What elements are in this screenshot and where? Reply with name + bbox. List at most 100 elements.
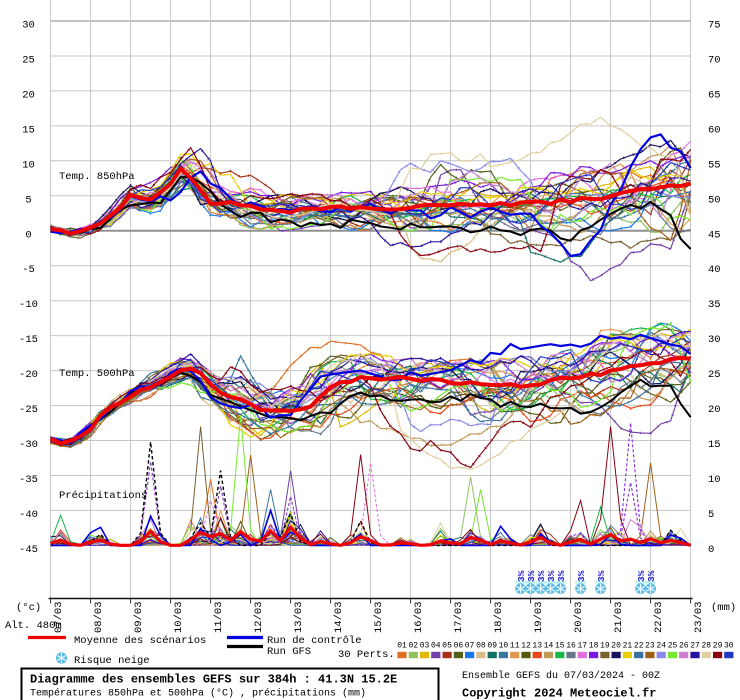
svg-text:15/03: 15/03 — [373, 601, 385, 633]
svg-text:-45: -45 — [19, 544, 38, 556]
svg-text:07/03: 07/03 — [53, 601, 65, 633]
svg-text:-40: -40 — [19, 509, 38, 521]
svg-text:55: 55 — [708, 159, 721, 171]
svg-text:19/03: 19/03 — [533, 601, 545, 633]
svg-text:5: 5 — [25, 194, 31, 206]
svg-text:20: 20 — [22, 89, 35, 101]
svg-text:Moyenne des scénarios: Moyenne des scénarios — [74, 635, 206, 647]
svg-text:-20: -20 — [19, 369, 38, 381]
svg-text:10: 10 — [499, 642, 509, 651]
svg-text:-25: -25 — [19, 404, 38, 416]
svg-text:22/03: 22/03 — [653, 601, 665, 633]
svg-text:18: 18 — [589, 642, 599, 651]
svg-text:3%: 3% — [556, 570, 567, 582]
svg-text:05: 05 — [442, 642, 452, 651]
svg-text:25: 25 — [708, 369, 721, 381]
svg-text:-15: -15 — [19, 334, 38, 346]
svg-text:10: 10 — [22, 159, 35, 171]
svg-text:22: 22 — [634, 642, 644, 651]
svg-text:Précipitations: Précipitations — [59, 490, 147, 502]
svg-text:28: 28 — [701, 642, 711, 651]
svg-text:0: 0 — [25, 229, 31, 241]
svg-text:19: 19 — [600, 642, 610, 651]
svg-text:12: 12 — [521, 642, 531, 651]
svg-text:3%: 3% — [546, 570, 557, 582]
svg-text:50: 50 — [708, 194, 721, 206]
svg-text:20: 20 — [611, 642, 621, 651]
svg-text:30: 30 — [724, 642, 734, 651]
svg-text:65: 65 — [708, 89, 721, 101]
svg-text:04: 04 — [431, 642, 441, 651]
svg-text:Risque neige: Risque neige — [74, 655, 150, 667]
svg-text:30: 30 — [708, 334, 721, 346]
svg-text:75: 75 — [708, 20, 721, 32]
svg-text:-10: -10 — [19, 299, 38, 311]
svg-text:29: 29 — [713, 642, 723, 651]
svg-text:10/03: 10/03 — [173, 601, 185, 633]
svg-text:40: 40 — [708, 264, 721, 276]
svg-text:21: 21 — [623, 642, 633, 651]
svg-text:02: 02 — [408, 642, 418, 651]
svg-text:60: 60 — [708, 124, 721, 136]
svg-text:23/03: 23/03 — [693, 601, 705, 633]
svg-text:10: 10 — [708, 474, 721, 486]
svg-text:01: 01 — [397, 642, 407, 651]
svg-text:17: 17 — [577, 642, 587, 651]
svg-text:3%: 3% — [536, 570, 547, 582]
svg-text:15: 15 — [22, 124, 35, 136]
svg-text:35: 35 — [708, 299, 721, 311]
svg-text:25: 25 — [22, 55, 35, 67]
svg-text:03: 03 — [420, 642, 430, 651]
svg-text:Run de contrôle: Run de contrôle — [267, 635, 362, 647]
svg-text:24: 24 — [656, 642, 666, 651]
svg-text:Temp. 850hPa: Temp. 850hPa — [59, 171, 135, 183]
svg-text:(mm): (mm) — [711, 602, 736, 614]
svg-text:06: 06 — [454, 642, 464, 651]
svg-text:3%: 3% — [576, 570, 587, 582]
svg-text:14/03: 14/03 — [333, 601, 345, 633]
svg-text:14: 14 — [544, 642, 554, 651]
svg-text:(°c): (°c) — [16, 602, 41, 614]
svg-text:Temp. 500hPa: Temp. 500hPa — [59, 368, 135, 380]
svg-text:3%: 3% — [516, 570, 527, 582]
svg-text:16: 16 — [566, 642, 576, 651]
svg-text:23: 23 — [645, 642, 655, 651]
svg-text:20: 20 — [708, 404, 721, 416]
svg-text:5: 5 — [708, 509, 714, 521]
svg-text:-35: -35 — [19, 474, 38, 486]
svg-text:25: 25 — [668, 642, 678, 651]
svg-text:09/03: 09/03 — [133, 601, 145, 633]
svg-text:3%: 3% — [636, 570, 647, 582]
svg-text:11: 11 — [510, 642, 520, 651]
svg-text:17/03: 17/03 — [453, 601, 465, 633]
svg-text:3%: 3% — [596, 570, 607, 582]
svg-text:11/03: 11/03 — [213, 601, 225, 633]
svg-text:3%: 3% — [646, 570, 657, 582]
svg-text:0: 0 — [708, 544, 714, 556]
svg-text:70: 70 — [708, 55, 721, 67]
svg-text:20/03: 20/03 — [573, 601, 585, 633]
svg-text:3%: 3% — [526, 570, 537, 582]
svg-text:Copyright 2024 Meteociel.fr: Copyright 2024 Meteociel.fr — [462, 687, 656, 700]
svg-text:08: 08 — [476, 642, 486, 651]
svg-text:13/03: 13/03 — [293, 601, 305, 633]
svg-text:Run GFS: Run GFS — [267, 646, 311, 658]
svg-text:26: 26 — [679, 642, 689, 651]
svg-text:-5: -5 — [22, 264, 35, 276]
svg-text:15: 15 — [708, 439, 721, 451]
svg-text:16/03: 16/03 — [413, 601, 425, 633]
svg-text:45: 45 — [708, 229, 721, 241]
svg-text:Diagramme des ensembles GEFS s: Diagramme des ensembles GEFS sur 384h : … — [30, 673, 397, 687]
svg-text:21/03: 21/03 — [613, 601, 625, 633]
svg-text:Alt. 480m: Alt. 480m — [5, 620, 62, 632]
svg-text:Températures 850hPa et 500hPa: Températures 850hPa et 500hPa (°C) , pré… — [30, 688, 366, 700]
svg-text:27: 27 — [690, 642, 700, 651]
svg-text:07: 07 — [465, 642, 475, 651]
svg-text:30 Perts.: 30 Perts. — [338, 649, 395, 661]
svg-text:08/03: 08/03 — [93, 601, 105, 633]
svg-text:-30: -30 — [19, 439, 38, 451]
svg-text:18/03: 18/03 — [493, 601, 505, 633]
svg-text:Ensemble GEFS du 07/03/2024 -: Ensemble GEFS du 07/03/2024 - 00Z — [462, 670, 660, 682]
svg-text:09: 09 — [487, 642, 497, 651]
svg-text:15: 15 — [555, 642, 565, 651]
